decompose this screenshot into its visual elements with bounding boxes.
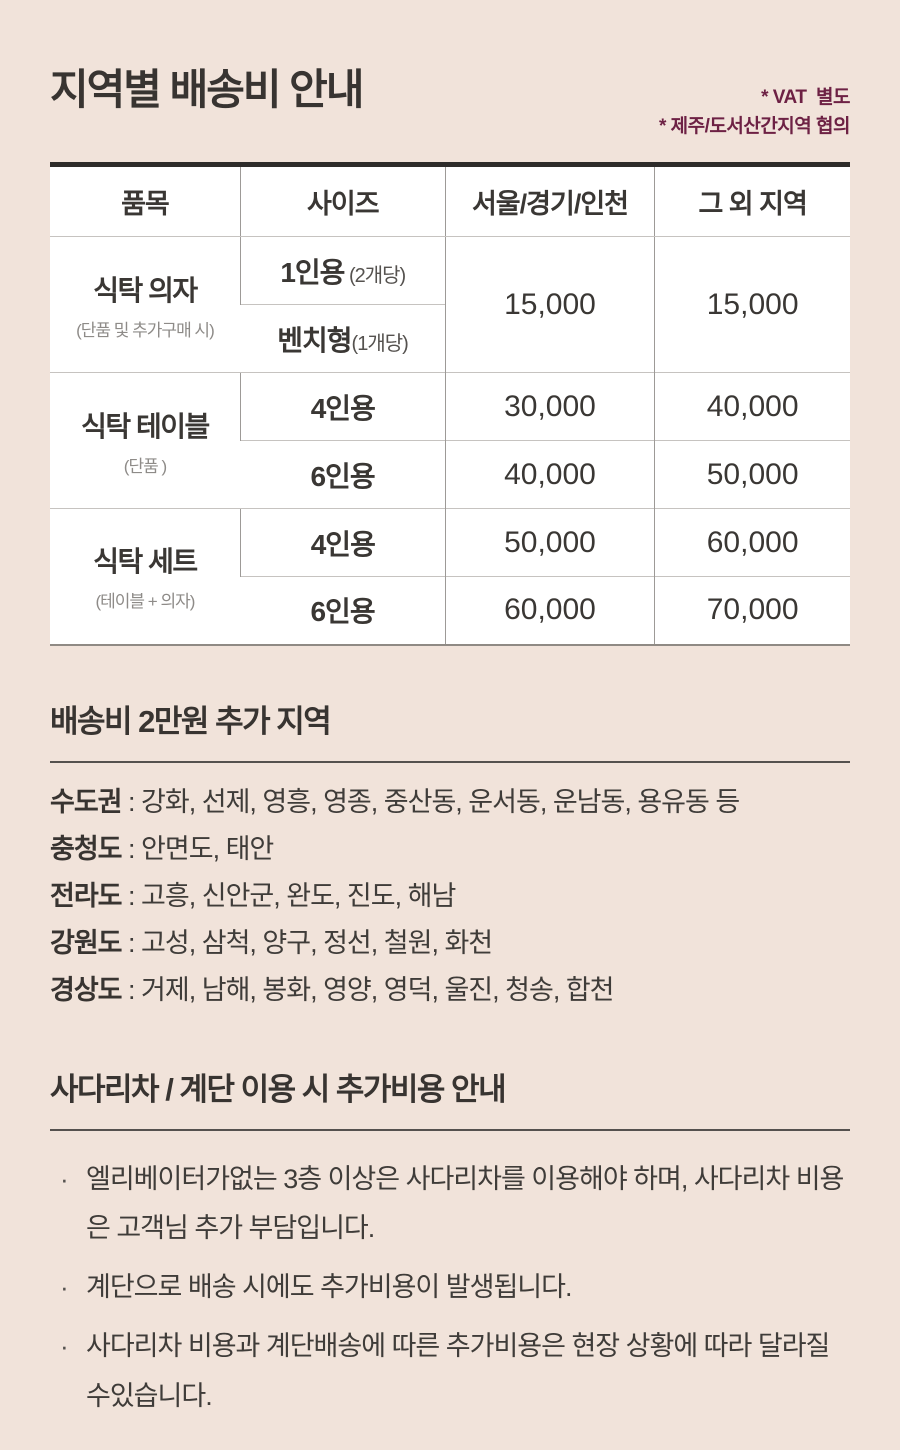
- table-row: 6인용 60,000 70,000: [50, 576, 850, 645]
- region-label: 충청도: [50, 833, 123, 864]
- ladder-fee-bullet-list: · 엘리베이터가없는 3층 이상은 사다리차를 이용해야 하며, 사다리차 비용…: [50, 1155, 850, 1423]
- table-row: 6인용 40,000 50,000: [50, 440, 850, 509]
- size-cell: 6인용: [240, 440, 446, 509]
- region-areas: 안면도, 태안: [141, 833, 274, 864]
- region-separator: :: [121, 833, 142, 864]
- list-item: 경상도 : 거제, 남해, 봉화, 영양, 영덕, 울진, 청송, 합천: [50, 974, 850, 1005]
- region-label: 강원도: [50, 927, 123, 958]
- bullet-text: 계단으로 배송 시에도 추가비용이 발생됩니다.: [86, 1272, 572, 1303]
- table-row: 식탁 의자 (단품 및 추가구매 시) 1인용 (2개당) 15,000 15,…: [50, 236, 850, 373]
- price-value: 40,000: [504, 457, 596, 491]
- size-cell: 4인용: [239, 508, 446, 577]
- size-name: 4인용: [310, 528, 376, 560]
- region-separator: :: [121, 927, 142, 958]
- size-note: (1개당): [351, 332, 409, 355]
- bullet-dot: ·: [60, 1331, 69, 1362]
- price-value: 70,000: [706, 593, 799, 627]
- list-item: 강원도 : 고성, 삼척, 양구, 정선, 철원, 화천: [50, 927, 850, 958]
- region-separator: :: [121, 786, 142, 817]
- region-label: 수도권: [50, 786, 123, 817]
- header: 지역별 배송비 안내 * VAT 별도 * 제주/도서산간지역 협의: [50, 62, 851, 141]
- extra-fee-region-list: 수도권 : 강화, 선제, 영흥, 영종, 중산동, 운서동, 운남동, 용유동…: [50, 786, 850, 1005]
- price-cell-seoul: 60,000: [444, 576, 655, 645]
- region-separator: :: [121, 880, 142, 911]
- extra-fee-heading: 배송비 2만원 추가 지역: [50, 703, 332, 739]
- price-cell-seoul: 40,000: [444, 440, 655, 509]
- bullet-dot: ·: [60, 1163, 69, 1194]
- list-item: · 엘리베이터가없는 3층 이상은 사다리차를 이용해야 하며, 사다리차 비용…: [60, 1155, 850, 1255]
- price-value: 15,000: [504, 287, 596, 321]
- table-row: 식탁 테이블 (단품 ) 4인용 30,000 40,000: [50, 372, 850, 509]
- region-separator: :: [121, 974, 142, 1005]
- header-notes: * VAT 별도 * 제주/도서산간지역 협의: [658, 62, 851, 141]
- price-value: 40,000: [706, 389, 799, 423]
- shipping-fee-table: 품목 사이즈 서울/경기/인천 그 외 지역 식탁 의자 (단품 및 추가구매 …: [50, 162, 850, 646]
- col-header-seoul: 서울/경기/인천: [444, 164, 655, 237]
- note-vat: * VAT 별도: [761, 87, 850, 108]
- bullet-dot: ·: [60, 1272, 69, 1303]
- region-areas: 고흥, 신안군, 완도, 진도, 해남: [141, 880, 456, 911]
- table-row: 벤치형(1개당): [50, 304, 850, 373]
- table-header-row: 품목 사이즈 서울/경기/인천 그 외 지역: [50, 164, 850, 237]
- item-note: (테이블 + 의자): [95, 592, 195, 612]
- size-name: 6인용: [310, 460, 375, 492]
- item-cell-chair: 식탁 의자 (단품 및 추가구매 시): [50, 237, 240, 373]
- size-note: (2개당): [344, 264, 406, 287]
- list-item: 충청도 : 안면도, 태안: [50, 833, 850, 864]
- item-name: 식탁 세트: [93, 546, 198, 578]
- price-cell-seoul: 15,000: [444, 236, 655, 373]
- size-cell: 6인용: [240, 576, 446, 645]
- region-label: 전라도: [50, 880, 123, 911]
- list-item: · 사다리차 비용과 계단배송에 따른 추가비용은 현장 상황에 따라 달라질 …: [60, 1322, 850, 1422]
- region-label: 경상도: [50, 974, 123, 1005]
- size-name: 1인용: [280, 256, 345, 288]
- col-header-other: 그 외 지역: [654, 164, 850, 237]
- size-cell: 벤치형(1개당): [240, 304, 446, 373]
- price-value: 30,000: [504, 389, 596, 423]
- item-cell-table: 식탁 테이블 (단품 ): [50, 372, 241, 509]
- price-cell-other: 50,000: [654, 440, 850, 509]
- price-value: 60,000: [706, 525, 799, 559]
- note-island: * 제주/도서산간지역 협의: [658, 115, 851, 137]
- size-name: 6인용: [310, 596, 375, 628]
- col-header-size: 사이즈: [239, 164, 446, 237]
- item-name: 식탁 의자: [93, 274, 198, 306]
- list-item: 수도권 : 강화, 선제, 영흥, 영종, 중산동, 운서동, 운남동, 용유동…: [50, 786, 850, 817]
- region-areas: 고성, 삼척, 양구, 정선, 철원, 화천: [141, 927, 493, 958]
- page-title: 지역별 배송비 안내: [50, 66, 364, 113]
- size-cell: 4인용: [239, 372, 446, 441]
- item-name: 식탁 테이블: [81, 410, 210, 442]
- list-item: 전라도 : 고흥, 신안군, 완도, 진도, 해남: [50, 880, 850, 911]
- size-cell: 1인용 (2개당): [239, 236, 446, 305]
- item-note: (단품 및 추가구매 시): [76, 320, 215, 340]
- price-value: 60,000: [504, 593, 596, 627]
- region-areas: 거제, 남해, 봉화, 영양, 영덕, 울진, 청송, 합천: [141, 974, 614, 1005]
- col-header-item: 품목: [50, 164, 241, 237]
- price-cell-other: 60,000: [654, 508, 850, 577]
- price-cell-other: 70,000: [654, 576, 850, 645]
- price-cell-other: 40,000: [654, 372, 850, 441]
- table-row: 식탁 세트 (테이블 + 의자) 4인용 50,000 60,000: [50, 508, 850, 645]
- bullet-text: 엘리베이터가없는 3층 이상은 사다리차를 이용해야 하며, 사다리차 비용은 …: [86, 1163, 844, 1244]
- price-value: 50,000: [504, 525, 596, 559]
- size-name: 벤치형: [277, 324, 352, 356]
- region-areas: 강화, 선제, 영흥, 영종, 중산동, 운서동, 운남동, 용유동 등: [141, 786, 740, 817]
- price-cell-other: 15,000: [654, 236, 850, 373]
- list-item: · 계단으로 배송 시에도 추가비용이 발생됩니다.: [60, 1263, 850, 1313]
- bullet-text: 사다리차 비용과 계단배송에 따른 추가비용은 현장 상황에 따라 달라질 수있…: [86, 1331, 830, 1412]
- price-value: 15,000: [706, 287, 799, 321]
- size-name: 4인용: [310, 392, 376, 424]
- price-value: 50,000: [706, 457, 799, 491]
- section-divider: [50, 1128, 850, 1131]
- price-cell-seoul: 50,000: [444, 508, 655, 577]
- item-cell-set: 식탁 세트 (테이블 + 의자): [50, 508, 241, 645]
- section-divider: [50, 760, 850, 763]
- price-cell-seoul: 30,000: [444, 372, 655, 441]
- ladder-fee-heading: 사다리차 / 계단 이용 시 추가비용 안내: [50, 1071, 507, 1107]
- item-note: (단품 ): [123, 456, 167, 476]
